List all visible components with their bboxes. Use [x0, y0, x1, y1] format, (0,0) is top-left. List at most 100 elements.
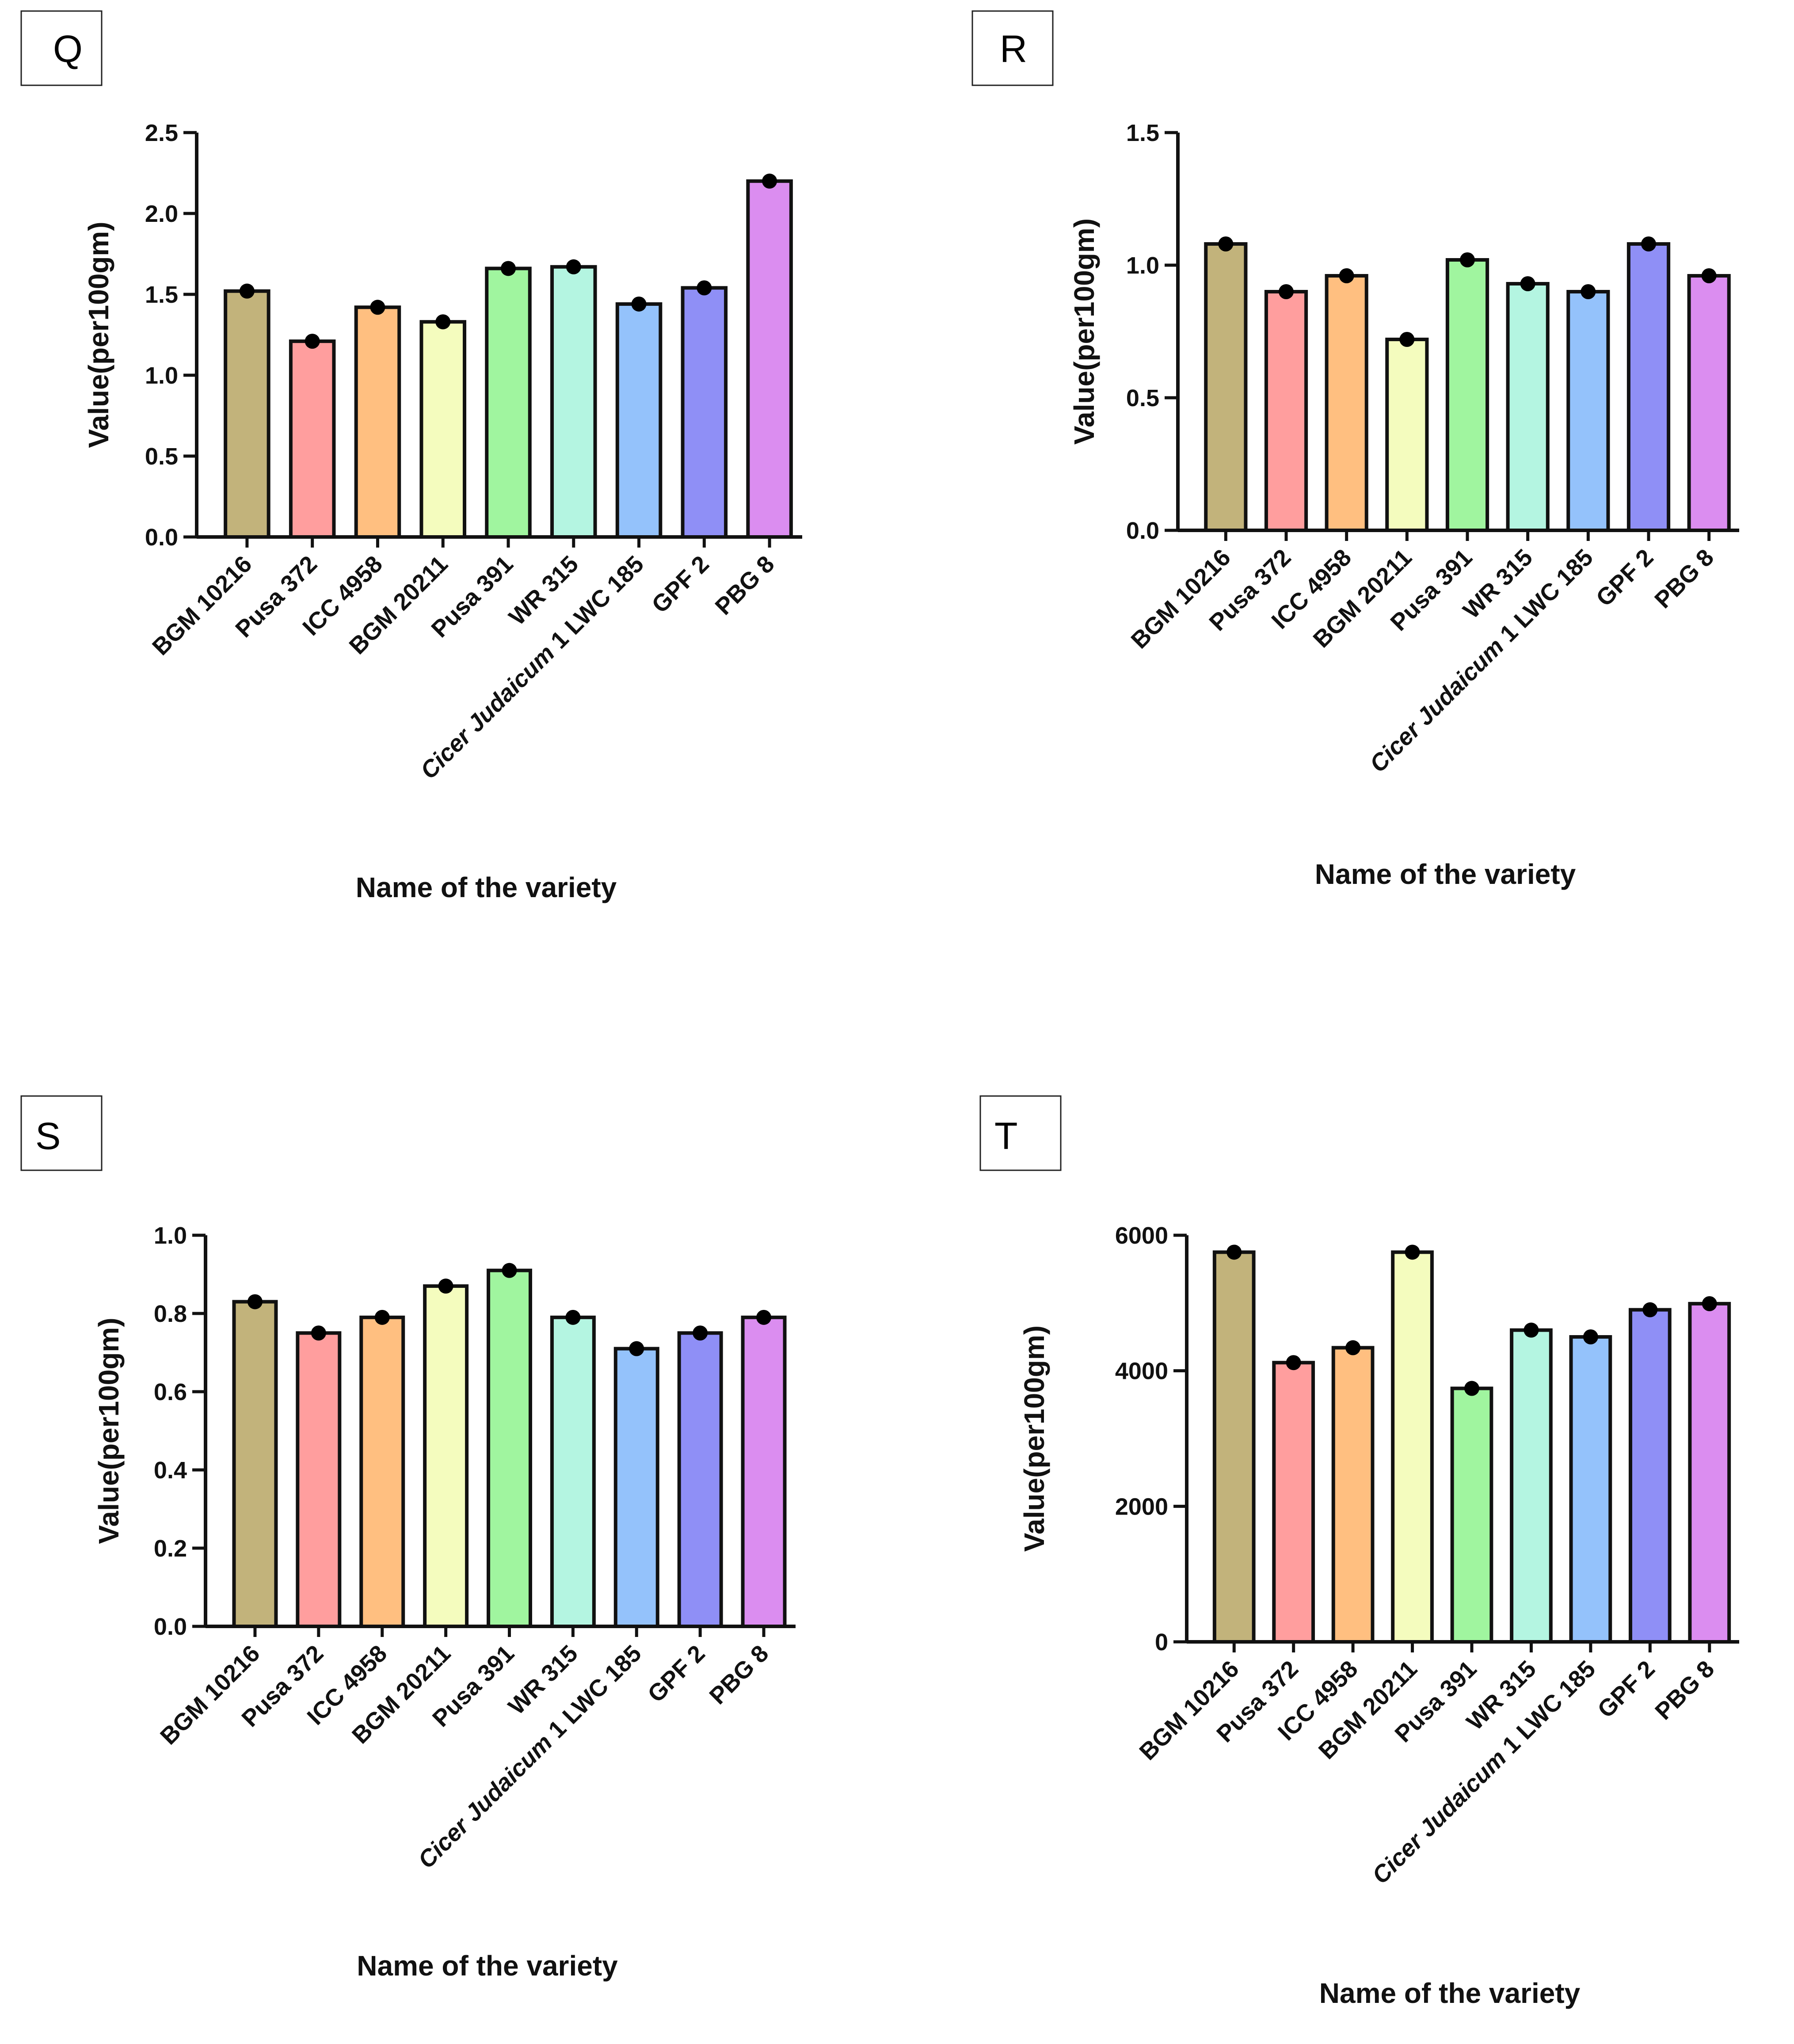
- y-tick-label: 0.5: [1126, 385, 1159, 411]
- bar-6: [1510, 1328, 1553, 1644]
- bar-2: [1264, 290, 1308, 532]
- y-tick-label: 0.6: [154, 1379, 187, 1405]
- bar-7: [1569, 1335, 1612, 1644]
- data-point-3: [1339, 268, 1354, 283]
- data-point-7: [631, 296, 647, 312]
- bar-2: [289, 339, 336, 539]
- y-tick-label: 4000: [1115, 1358, 1168, 1385]
- panel-label-box: [979, 1095, 1062, 1171]
- data-point-6: [566, 259, 581, 274]
- bar-9: [746, 179, 793, 539]
- data-point-9: [762, 173, 777, 189]
- panel-label: S: [35, 1115, 61, 1157]
- panel-label-box: [20, 10, 103, 86]
- bar-4: [1385, 338, 1429, 532]
- data-point-2: [1279, 284, 1294, 299]
- category-label-1: BGM 10216: [1134, 1656, 1244, 1765]
- data-point-7: [1583, 1329, 1598, 1344]
- bar-8: [681, 286, 728, 539]
- y-tick-label: 1.0: [145, 362, 178, 389]
- y-tick-label: 1.5: [1126, 120, 1159, 146]
- data-point-5: [1460, 252, 1475, 267]
- data-point-7: [1581, 284, 1596, 299]
- panel-label: T: [994, 1115, 1018, 1157]
- y-axis-title: Value(per100gm): [1068, 218, 1100, 445]
- bar-4: [423, 1284, 469, 1629]
- data-point-2: [305, 334, 320, 349]
- bar-6: [550, 265, 597, 539]
- data-point-4: [1399, 332, 1415, 347]
- data-point-9: [756, 1309, 772, 1325]
- y-tick-label: 1.0: [1126, 252, 1159, 279]
- data-point-3: [370, 300, 385, 315]
- data-point-4: [1405, 1245, 1420, 1260]
- data-point-6: [1520, 276, 1535, 291]
- y-tick-label: 1.5: [145, 282, 178, 308]
- bar-9: [1687, 274, 1731, 532]
- bar-2: [296, 1331, 342, 1628]
- y-tick-label: 0: [1155, 1629, 1168, 1656]
- category-label-9: PBG 8: [1650, 1656, 1719, 1725]
- bar-6: [1506, 282, 1550, 532]
- y-tick-label: 0.0: [1126, 518, 1159, 544]
- bar-6: [550, 1315, 596, 1629]
- data-point-6: [565, 1309, 581, 1325]
- bar-4: [419, 320, 466, 539]
- x-axis-title: Name of the variety: [356, 872, 617, 903]
- category-label-9: PBG 8: [705, 1640, 774, 1709]
- category-label-9: PBG 8: [1649, 544, 1719, 613]
- data-point-9: [1702, 1296, 1717, 1311]
- bar-5: [487, 1268, 532, 1628]
- category-label-8: GPF 2: [1591, 544, 1659, 612]
- bar-3: [1331, 1346, 1375, 1644]
- data-point-6: [1524, 1322, 1539, 1338]
- y-tick-label: 0.8: [154, 1301, 187, 1327]
- bar-1: [224, 289, 270, 539]
- bar-1: [1212, 1250, 1256, 1644]
- panel-label-box: [971, 10, 1054, 86]
- x-axis-title: Name of the variety: [1319, 1977, 1581, 2009]
- data-point-1: [1218, 236, 1234, 251]
- category-label-8: GPF 2: [1592, 1656, 1660, 1723]
- bar-7: [615, 302, 663, 539]
- y-tick-label: 2.0: [145, 201, 178, 227]
- data-point-1: [1226, 1245, 1242, 1260]
- data-point-8: [693, 1325, 708, 1341]
- bar-8: [1628, 1308, 1672, 1644]
- bar-9: [1688, 1302, 1731, 1644]
- data-point-9: [1701, 268, 1717, 283]
- bar-1: [1204, 242, 1248, 532]
- y-tick-label: 0.2: [154, 1535, 187, 1562]
- data-point-8: [1642, 1302, 1658, 1317]
- y-tick-label: 6000: [1115, 1222, 1168, 1249]
- y-tick-label: 2.5: [145, 120, 178, 146]
- y-tick-label: 0.0: [145, 524, 178, 551]
- bar-7: [1566, 290, 1610, 532]
- data-point-2: [311, 1325, 326, 1341]
- bar-3: [354, 305, 401, 539]
- data-point-4: [438, 1279, 453, 1294]
- category-label-9: PBG 8: [710, 551, 780, 620]
- y-tick-label: 1.0: [154, 1222, 187, 1249]
- data-point-1: [247, 1294, 263, 1309]
- y-axis-title: Value(per100gm): [83, 221, 114, 448]
- bar-2: [1272, 1361, 1315, 1644]
- data-point-1: [239, 283, 255, 299]
- x-axis-title: Name of the variety: [357, 1950, 618, 1982]
- y-axis-title: Value(per100gm): [1018, 1325, 1050, 1552]
- bar-3: [359, 1315, 405, 1629]
- data-point-3: [374, 1309, 390, 1325]
- category-label-8: GPF 2: [643, 1640, 710, 1708]
- data-point-5: [1464, 1381, 1479, 1396]
- panel-label-box: [20, 1095, 103, 1171]
- bar-5: [485, 266, 532, 539]
- y-axis-title: Value(per100gm): [93, 1317, 125, 1544]
- data-point-8: [1641, 236, 1656, 251]
- bar-7: [613, 1347, 659, 1628]
- data-point-4: [435, 314, 451, 330]
- data-point-8: [697, 280, 712, 296]
- bar-1: [232, 1300, 278, 1628]
